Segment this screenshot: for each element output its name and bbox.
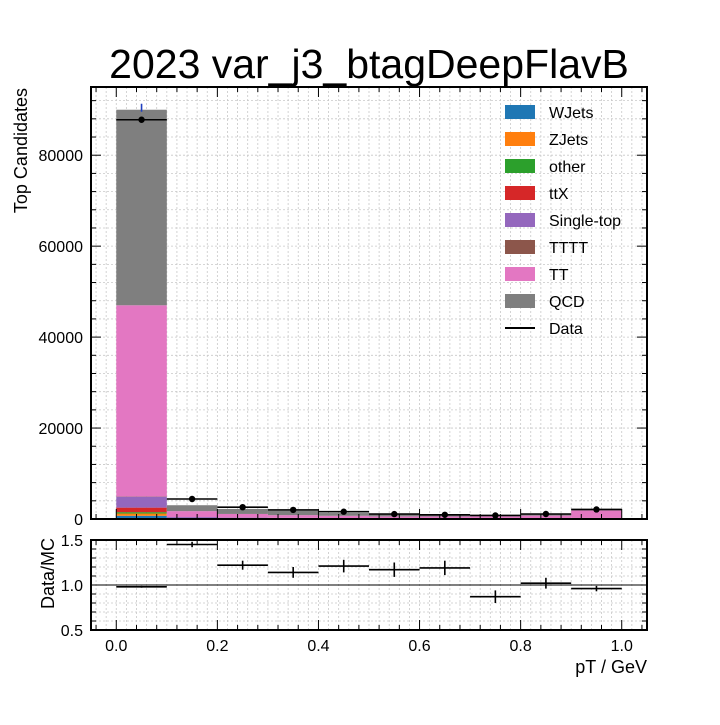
legend-swatch-tttt <box>505 240 535 254</box>
legend-label-other: other <box>549 159 586 176</box>
bar-tt-bin-3 <box>268 515 319 518</box>
data-point-bin-6 <box>442 512 448 518</box>
ratio-y-tick-label: 1.0 <box>61 578 83 595</box>
data-point-bin-8 <box>543 511 549 517</box>
legend-swatch-zjets <box>505 132 535 146</box>
legend: WJetsZJetsotherttXSingle-topTTTTTTQCDDat… <box>505 105 621 338</box>
bar-zjets-bin-0 <box>116 514 167 516</box>
y-tick-label: 60000 <box>39 239 84 256</box>
legend-swatch-wjets <box>505 105 535 119</box>
bar-tt-bin-0 <box>116 305 167 496</box>
x-tick-label: 0.6 <box>408 638 430 655</box>
data-point-bin-7 <box>492 512 498 518</box>
x-tick-label: 0.8 <box>510 638 532 655</box>
bar-tt-bin-2 <box>217 514 268 518</box>
y-tick-label: 0 <box>74 512 83 529</box>
x-tick-label: 0.2 <box>206 638 228 655</box>
y-tick-label: 20000 <box>39 421 84 438</box>
data-point-bin-1 <box>189 496 195 502</box>
ratio-y-axis-label: Data/MC <box>38 538 58 609</box>
legend-label-qcd: QCD <box>549 294 585 311</box>
bar-qcd-bin-1 <box>167 505 218 511</box>
legend-label-data: Data <box>549 321 583 338</box>
legend-label-zjets: ZJets <box>549 132 588 149</box>
x-tick-label: 0.0 <box>105 638 127 655</box>
bar-single-top-bin-0 <box>116 497 167 508</box>
y-tick-label: 80000 <box>39 148 84 165</box>
y-tick-label: 40000 <box>39 330 84 347</box>
data-point-bin-5 <box>391 511 397 517</box>
data-point-bin-4 <box>341 509 347 515</box>
ratio-y-tick-label: 1.5 <box>61 533 83 550</box>
data-point-bin-2 <box>239 504 245 510</box>
bar-tt-bin-4 <box>318 516 369 518</box>
data-point-bin-3 <box>290 507 296 513</box>
legend-label-tt: TT <box>549 267 569 284</box>
x-tick-label: 1.0 <box>611 638 633 655</box>
bar-ttx-bin-0 <box>116 508 167 513</box>
legend-swatch-tt <box>505 267 535 281</box>
bar-single-top-bin-1 <box>167 517 218 518</box>
bar-other-bin-0 <box>116 512 167 513</box>
x-axis-label: pT / GeV <box>575 657 647 677</box>
bar-qcd-bin-0 <box>116 110 167 306</box>
bar-tt-bin-1 <box>167 511 218 517</box>
legend-swatch-other <box>505 159 535 173</box>
legend-swatch-ttx <box>505 186 535 200</box>
legend-label-ttx: ttX <box>549 186 569 203</box>
legend-swatch-qcd <box>505 294 535 308</box>
chart-title: 2023 var_j3_btagDeepFlavB <box>109 41 629 87</box>
x-tick-label: 0.4 <box>307 638 329 655</box>
legend-label-wjets: WJets <box>549 105 593 122</box>
legend-label-tttt: TTTT <box>549 240 588 257</box>
legend-label-single-top: Single-top <box>549 213 621 230</box>
y-axis-label: Top Candidates <box>11 88 31 213</box>
data-point-bin-9 <box>593 506 599 512</box>
data-point-bin-0 <box>138 117 144 123</box>
ratio-y-tick-label: 0.5 <box>61 623 83 640</box>
legend-swatch-single-top <box>505 213 535 227</box>
